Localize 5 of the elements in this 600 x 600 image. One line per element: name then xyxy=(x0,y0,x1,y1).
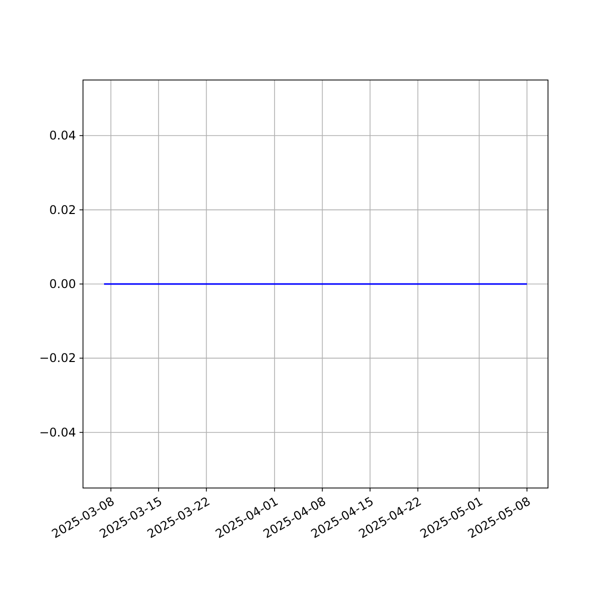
y-tick-label: 0.02 xyxy=(49,202,76,217)
y-tick-label: −0.02 xyxy=(39,351,76,366)
y-tick-label: −0.04 xyxy=(39,425,76,440)
y-tick-label: 0.00 xyxy=(49,277,76,291)
y-tick-label: 0.04 xyxy=(49,128,76,143)
